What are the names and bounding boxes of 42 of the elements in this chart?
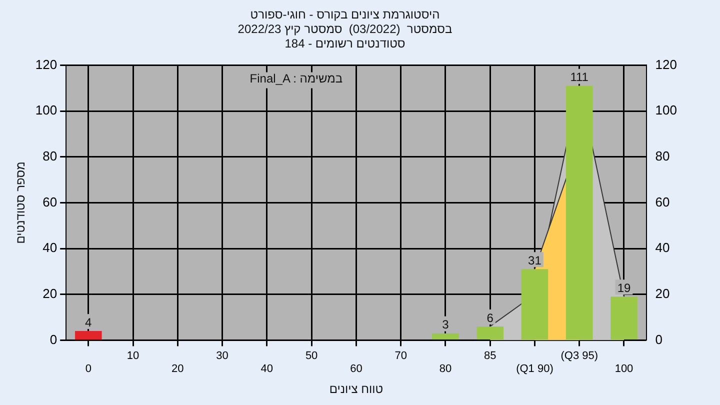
- y-tick-label: 40: [42, 240, 58, 256]
- y-tick-label: 80: [42, 148, 58, 164]
- bar: [75, 331, 102, 340]
- x-tick-label: 80: [439, 363, 452, 376]
- data-label: 6: [486, 310, 494, 325]
- y2-tick-label: 120: [655, 56, 678, 72]
- x-tick-label: 20: [172, 363, 184, 376]
- x-tick-label: (Q1 90): [516, 363, 554, 376]
- data-label: 19: [617, 280, 631, 295]
- x-axis-title: טווח ציונים: [329, 382, 384, 396]
- bar: [610, 296, 638, 340]
- bar: [476, 326, 504, 340]
- y-tick-label: 100: [35, 102, 58, 118]
- x-tick-label: 85: [484, 350, 496, 362]
- y-tick-label: 120: [35, 56, 58, 72]
- x-tick-label: 70: [394, 350, 407, 362]
- y2-tick-label: 60: [655, 194, 670, 210]
- y2-tick-label: 100: [655, 102, 678, 118]
- x-tick-label: (Q3 95): [560, 350, 598, 362]
- y-tick-label: 60: [42, 194, 58, 210]
- bar: [432, 333, 459, 340]
- x-tick-label: 50: [305, 350, 318, 362]
- x-tick-label: 30: [216, 350, 228, 362]
- x-tick-label: 100: [614, 363, 634, 376]
- y2-tick-label: 80: [655, 148, 670, 164]
- x-tick-label: 10: [126, 350, 140, 362]
- x-tick-label: 40: [260, 363, 274, 376]
- y2-tick-label: 0: [655, 332, 663, 347]
- bar: [521, 269, 548, 340]
- y-tick-label: 20: [42, 286, 58, 301]
- annotation: Final_A : במשימה: [250, 72, 343, 86]
- x-tick-label: 0: [85, 363, 92, 376]
- y2-tick-label: 40: [655, 240, 670, 256]
- y-axis-title: מספר סטודנטים: [14, 162, 28, 244]
- x-tick-label: 60: [350, 363, 362, 376]
- data-label: 3: [442, 318, 450, 332]
- data-label: 4: [85, 315, 92, 330]
- data-label: 31: [528, 253, 542, 268]
- y-tick-label: 0: [50, 332, 58, 347]
- data-label: 111: [570, 70, 589, 84]
- y2-tick-label: 20: [655, 286, 670, 301]
- chart-title: היסטוגרמת ציונים בקורס - חוגי-ספורט בסמסטר (03/2022) סמסטר קיץ 2022/23 סטודנטים רשומים - 184: [238, 8, 452, 50]
